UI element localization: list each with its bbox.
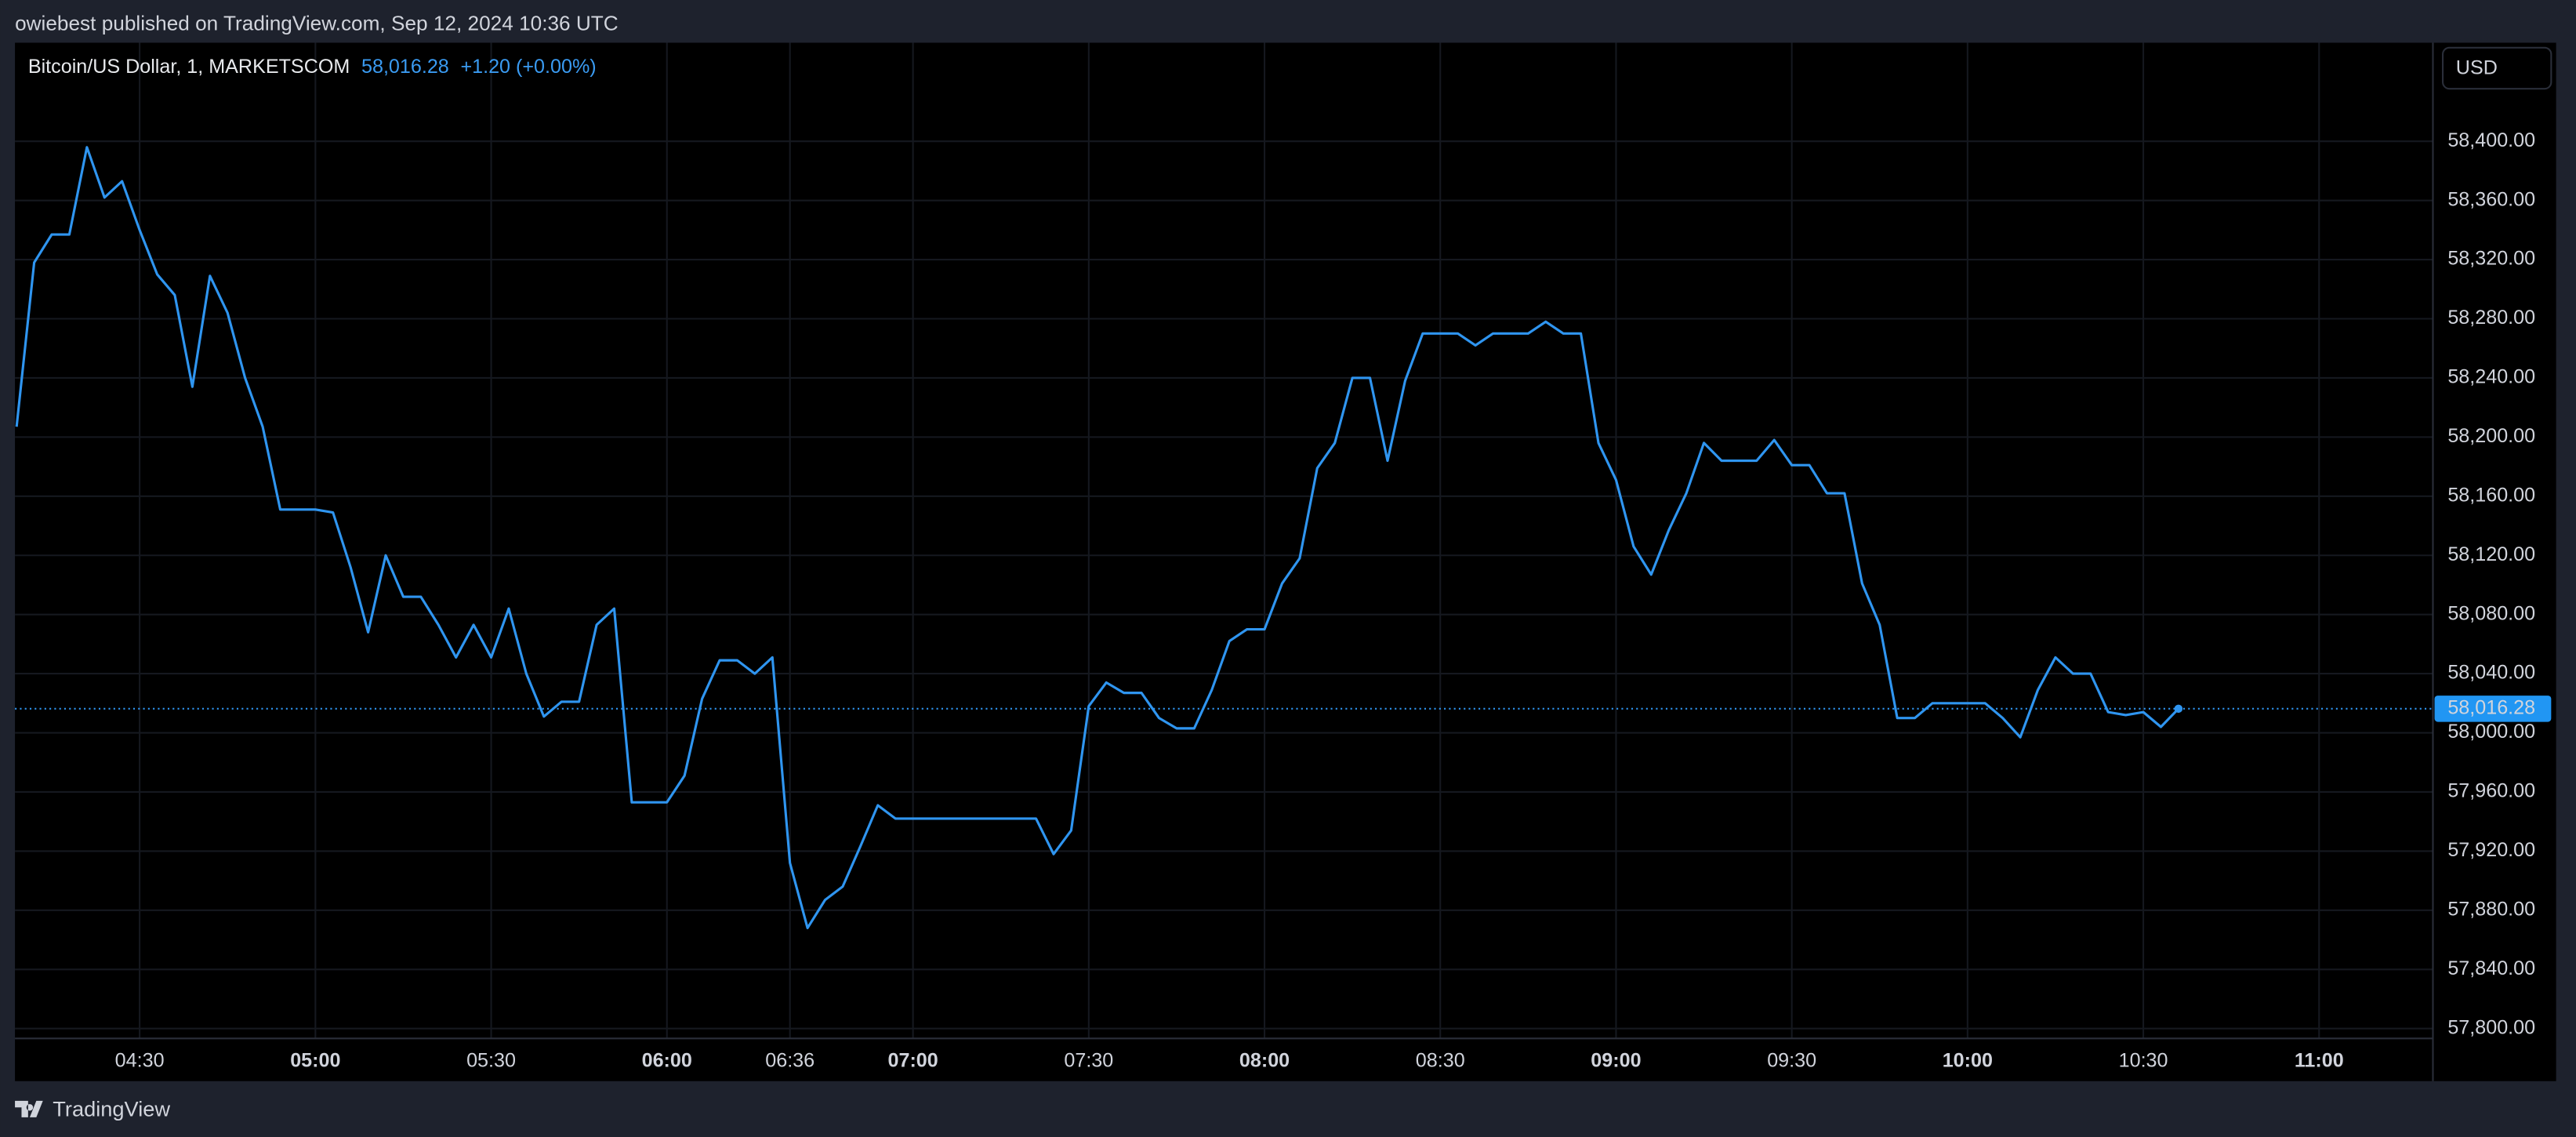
y-tick-label: 57,880.00 xyxy=(2447,898,2535,920)
price-badge xyxy=(2434,696,2552,722)
x-tick-label: 06:36 xyxy=(765,1049,815,1071)
y-tick-label: 57,960.00 xyxy=(2447,780,2535,802)
x-tick-label: 08:30 xyxy=(1416,1049,1465,1071)
y-tick-label: 58,280.00 xyxy=(2447,307,2535,329)
y-tick-label: 57,800.00 xyxy=(2447,1016,2535,1038)
last-price: 58,016.28 xyxy=(361,56,449,78)
logo-icon xyxy=(15,1100,43,1117)
x-tick-label: 04:30 xyxy=(115,1049,165,1071)
y-tick-label: 58,120.00 xyxy=(2447,543,2535,565)
change: +1.20 (+0.00%) xyxy=(460,56,596,78)
y-tick-label: 58,240.00 xyxy=(2447,366,2535,388)
brand: TradingView xyxy=(53,1097,170,1121)
grid xyxy=(15,42,2433,1039)
x-tick-label: 11:00 xyxy=(2295,1049,2344,1071)
y-tick-label: 58,360.00 xyxy=(2447,188,2535,210)
chart-panel xyxy=(15,42,2556,1081)
last-point xyxy=(2174,704,2183,714)
x-tick-label: 09:00 xyxy=(1591,1049,1641,1071)
y-tick-label: 58,320.00 xyxy=(2447,248,2535,270)
x-tick-label: 05:30 xyxy=(466,1049,516,1071)
publisher: owiebest published on TradingView.com, S… xyxy=(15,11,619,35)
x-tick-label: 08:00 xyxy=(1239,1049,1290,1071)
legend: Bitcoin/US Dollar, 1, MARKETSCOM 58,016.2… xyxy=(28,56,597,78)
logo xyxy=(15,1100,43,1117)
currency[interactable]: USD xyxy=(2456,57,2498,79)
y-tick-label: 58,080.00 xyxy=(2447,602,2535,624)
currency-button[interactable] xyxy=(2442,46,2552,90)
x-tick-label: 05:00 xyxy=(290,1049,340,1071)
x-tick-label: 07:30 xyxy=(1064,1049,1113,1071)
x-tick-label: 10:30 xyxy=(2119,1049,2168,1071)
y-tick-label: 58,400.00 xyxy=(2447,129,2535,151)
x-tick-label: 09:30 xyxy=(1767,1049,1816,1071)
x-tick-label: 07:00 xyxy=(887,1049,938,1071)
x-tick-label: 10:00 xyxy=(1943,1049,1993,1071)
y-tick-label: 58,200.00 xyxy=(2447,425,2535,447)
symbol: Bitcoin/US Dollar, 1, MARKETSCOM xyxy=(28,56,350,78)
y-tick-label: 58,000.00 xyxy=(2447,721,2535,743)
x-tick-label: 06:00 xyxy=(642,1049,692,1071)
y-tick-label: 57,840.00 xyxy=(2447,957,2535,979)
price-badge-label: 58,016.28 xyxy=(2447,696,2535,718)
y-tick-label: 58,160.00 xyxy=(2447,484,2535,506)
y-tick-label: 58,040.00 xyxy=(2447,662,2535,684)
y-tick-label: 57,920.00 xyxy=(2447,839,2535,861)
price-line xyxy=(15,146,2180,930)
